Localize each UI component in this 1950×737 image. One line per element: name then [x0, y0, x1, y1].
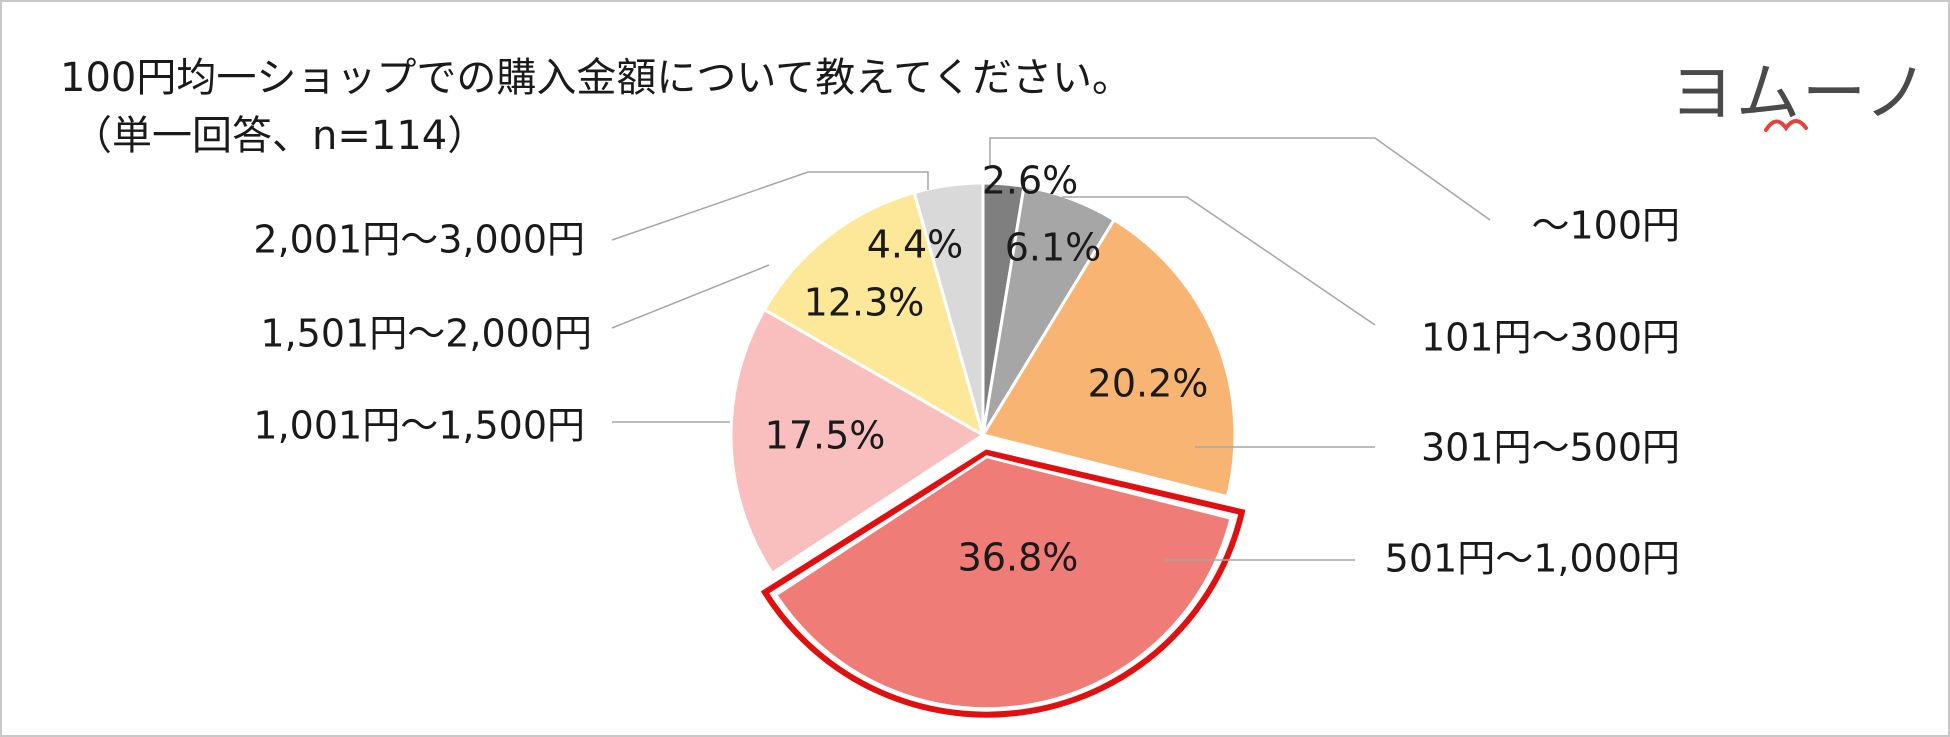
leader-line [611, 171, 929, 241]
category-label: 2,001円～3,000円 [253, 218, 585, 262]
leader-line [1062, 196, 1376, 326]
percentage-label: 2.6% [982, 159, 1079, 203]
category-label: 1,501円～2,000円 [260, 312, 592, 356]
logo-smile-icon [1764, 119, 1808, 132]
leader-line [611, 264, 770, 329]
chart-subtitle: （単一回答、n=114） [72, 113, 488, 159]
pie-slices [729, 181, 1246, 718]
pie-slice [729, 307, 986, 576]
percentage-label: 6.1% [1005, 226, 1102, 270]
category-label: 1,001円～1,500円 [253, 404, 585, 448]
percentage-label: 17.5% [765, 414, 886, 458]
logo-text: ヨムーノ [1670, 57, 1931, 131]
highlight-outline [760, 449, 1246, 718]
percentage-label: 4.4% [867, 223, 964, 267]
category-label: 101円～300円 [1421, 316, 1680, 360]
percentage-label: 20.2% [1088, 362, 1209, 406]
percentage-labels: 2.6% 6.1% 20.2% 36.8% 17.5% 12.3% 4.4% [765, 159, 1209, 580]
leader-line [989, 137, 1491, 221]
pie-slice [773, 455, 1233, 711]
leader-lines [611, 137, 1491, 561]
category-label: ～100円 [1531, 204, 1680, 248]
brand-logo: ヨムーノ [1670, 52, 1928, 142]
category-label: 501円～1,000円 [1385, 537, 1680, 581]
chart-title: 100円均一ショップでの購入金額について教えてください。 [60, 55, 1132, 101]
pie-slice [980, 217, 1237, 499]
category-label: 301円～500円 [1421, 426, 1680, 470]
pie-slice [912, 181, 985, 436]
percentage-label: 12.3% [804, 281, 925, 325]
percentage-label: 36.8% [958, 536, 1079, 580]
pie-slice [762, 190, 986, 439]
category-labels: ～100円 101円～300円 301円～500円 501円～1,000円 1,001円… [253, 204, 1680, 581]
